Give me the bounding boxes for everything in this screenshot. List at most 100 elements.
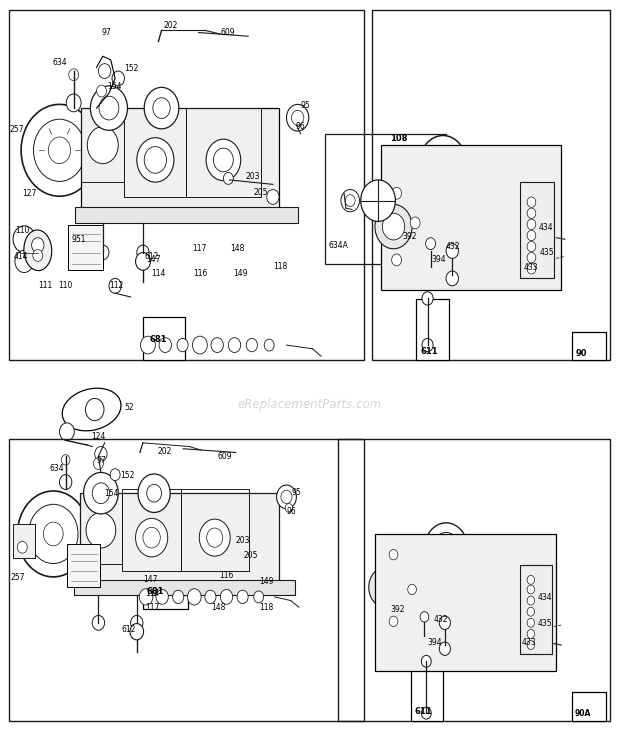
Circle shape [99,64,111,79]
Text: 634: 634 [52,59,67,68]
Bar [81,108,125,182]
Circle shape [422,655,432,667]
Circle shape [140,588,153,605]
Text: 147: 147 [143,574,157,583]
Circle shape [21,105,98,196]
Circle shape [87,127,118,164]
Text: 52: 52 [125,403,134,412]
Circle shape [375,204,412,249]
Circle shape [264,339,274,351]
Text: 394: 394 [432,255,446,264]
Text: 434: 434 [538,593,552,602]
Text: 95: 95 [291,488,301,497]
Bar [9,10,365,360]
Circle shape [60,423,74,441]
Circle shape [527,618,534,627]
FancyBboxPatch shape [381,145,560,289]
Circle shape [237,590,248,603]
Circle shape [440,642,450,655]
Ellipse shape [24,230,51,271]
Circle shape [527,197,536,207]
Text: 149: 149 [233,269,248,278]
Circle shape [389,550,398,560]
Circle shape [408,584,417,594]
Bar [572,332,606,360]
Circle shape [446,243,458,258]
Circle shape [33,119,86,181]
Circle shape [92,483,110,504]
Circle shape [446,271,458,286]
Circle shape [136,519,168,557]
Text: 127: 127 [22,189,37,198]
Text: 414: 414 [14,252,28,261]
Circle shape [95,447,107,462]
Text: 205: 205 [243,551,258,560]
Text: 609: 609 [220,28,235,37]
Text: 152: 152 [120,471,135,480]
Bar [143,317,185,360]
Bar [74,580,294,594]
Bar [417,299,448,360]
Circle shape [137,245,149,260]
Text: 634: 634 [50,464,64,473]
Circle shape [99,96,119,120]
Text: 154: 154 [107,82,122,91]
Text: 681: 681 [149,335,167,344]
Text: 433: 433 [524,263,539,272]
Circle shape [110,469,120,481]
Bar [13,525,35,558]
Circle shape [141,336,156,354]
Circle shape [267,189,279,204]
Circle shape [131,615,143,630]
Circle shape [527,585,534,594]
Bar [180,490,249,571]
Circle shape [420,611,429,622]
Text: 681: 681 [147,587,164,596]
Bar [520,565,552,654]
Text: 114: 114 [146,588,160,597]
Text: 434: 434 [539,223,554,232]
Text: 611: 611 [415,707,432,716]
FancyBboxPatch shape [68,225,104,269]
Text: 205: 205 [253,188,268,197]
Text: 202: 202 [157,447,172,456]
Circle shape [33,249,43,261]
Circle shape [86,398,104,421]
Circle shape [425,523,467,574]
Circle shape [527,596,534,605]
Text: 149: 149 [259,577,274,585]
Circle shape [109,278,122,293]
Circle shape [440,542,452,556]
Circle shape [136,252,151,270]
Circle shape [440,616,450,629]
Bar [372,10,610,360]
Circle shape [17,542,27,554]
Text: 111: 111 [38,281,52,290]
Text: 435: 435 [540,248,555,257]
Circle shape [205,590,216,603]
Circle shape [153,98,170,119]
Text: 118: 118 [259,603,273,611]
Circle shape [13,226,35,252]
Text: 116: 116 [193,269,208,278]
Circle shape [60,475,72,490]
Text: 117: 117 [146,603,160,612]
Circle shape [422,292,433,305]
Circle shape [156,589,169,604]
Circle shape [97,85,107,97]
Circle shape [61,455,70,465]
Bar [75,206,298,223]
Text: 634A: 634A [329,241,348,250]
Circle shape [376,576,395,598]
Bar [80,493,122,564]
Circle shape [527,629,534,638]
Circle shape [91,86,128,131]
Text: 154: 154 [105,490,119,499]
FancyBboxPatch shape [67,545,100,586]
Circle shape [206,528,223,548]
Circle shape [527,640,534,649]
Text: 95: 95 [301,102,311,111]
Text: 433: 433 [521,638,536,647]
Circle shape [206,139,241,180]
Circle shape [220,589,232,604]
